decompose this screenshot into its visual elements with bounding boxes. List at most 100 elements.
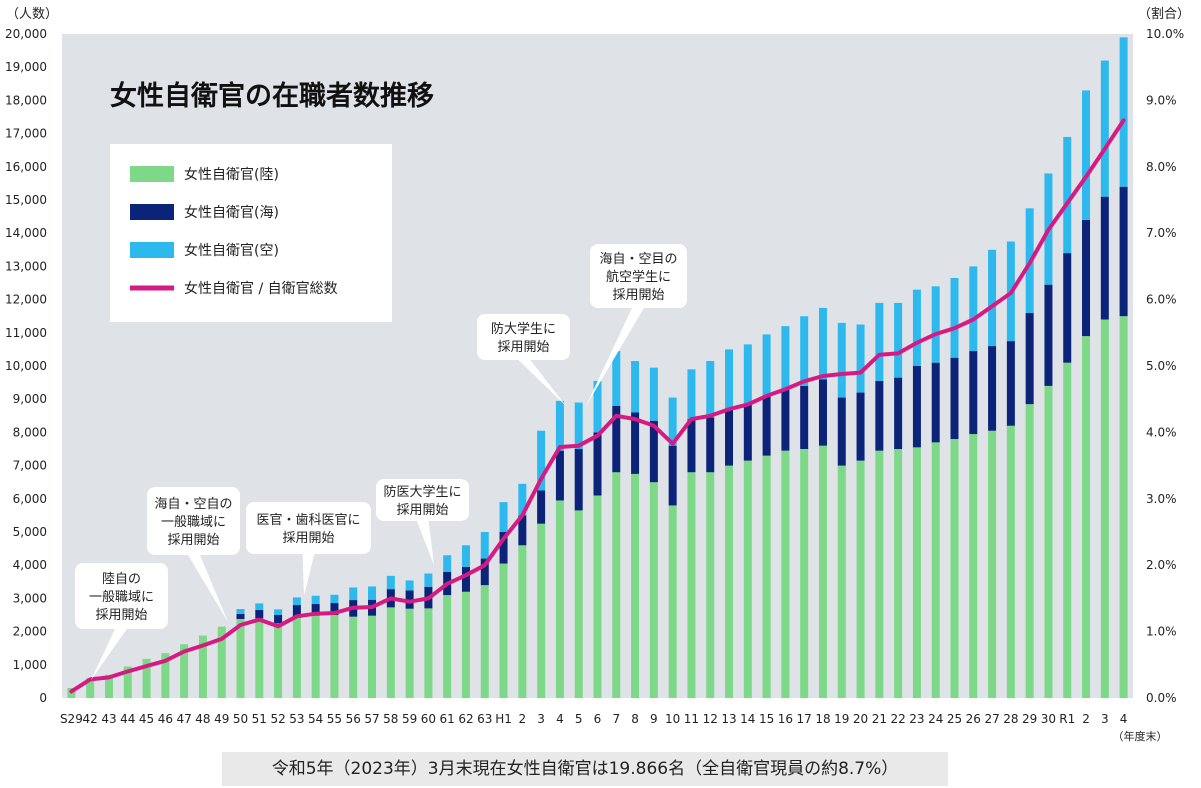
bar-series2-11 <box>274 615 283 624</box>
bar-series1-5 <box>161 653 170 698</box>
annotation-pointer <box>416 520 434 565</box>
x-tick-label: 19 <box>834 712 849 726</box>
y-left-axis-label: （人数） <box>6 7 58 22</box>
x-tick-label: 30 <box>1041 712 1056 726</box>
bar-series3-24 <box>518 483 527 516</box>
x-tick-label: 60 <box>421 712 436 726</box>
bar-series3-23 <box>499 502 508 532</box>
x-tick-label: 12 <box>703 712 718 726</box>
x-tick-label: 2 <box>1082 712 1090 726</box>
bar-series1-49 <box>988 430 997 698</box>
bar-series2-54 <box>1082 219 1091 337</box>
bar-series1-16 <box>368 615 377 698</box>
bar-series2-52 <box>1044 284 1053 386</box>
y-left-tick-label: 19,000 <box>5 60 47 74</box>
bar-series1-17 <box>386 607 395 698</box>
x-tick-label: 28 <box>1003 712 1018 726</box>
bar-series1-56 <box>1119 316 1128 698</box>
bar-series3-27 <box>574 402 583 449</box>
bar-series1-28 <box>593 495 602 698</box>
x-tick-label: 29 <box>1022 712 1037 726</box>
y-left-tick-label: 11,000 <box>5 326 47 340</box>
y-left-tick-label: 5,000 <box>13 525 47 539</box>
bar-series3-45 <box>912 289 921 366</box>
x-tick-label: 44 <box>120 712 135 726</box>
y-right-tick-label: 0.0% <box>1146 691 1177 705</box>
bar-series3-47 <box>950 278 959 358</box>
bar-series3-34 <box>706 361 715 418</box>
annotation-box <box>147 487 240 555</box>
bar-series3-15 <box>349 587 358 601</box>
bar-series2-25 <box>537 490 546 524</box>
legend-label-2: 女性自衛官(海) <box>184 204 279 221</box>
bar-series3-19 <box>424 573 433 587</box>
x-tick-label: 57 <box>364 712 379 726</box>
bar-series1-22 <box>480 585 489 698</box>
annotation-text: 採用開始 <box>497 340 549 355</box>
bar-series3-16 <box>368 586 377 600</box>
y-right-tick-label: 10.0% <box>1146 27 1184 41</box>
annotation-box <box>477 314 570 360</box>
x-tick-label: 25 <box>947 712 962 726</box>
bar-series3-36 <box>743 344 752 405</box>
annotation-text: 陸自の <box>102 571 141 587</box>
x-tick-label: 3 <box>1101 712 1109 726</box>
y-right-tick-label: 3.0% <box>1146 492 1177 506</box>
bar-series1-21 <box>461 591 470 698</box>
bar-series2-13 <box>311 604 320 616</box>
bar-series1-45 <box>912 447 921 698</box>
annotation-box <box>75 563 168 629</box>
x-tick-label: 4 <box>556 712 564 726</box>
bar-series3-49 <box>988 249 997 347</box>
bar-series2-28 <box>593 432 602 496</box>
y-right-tick-label: 5.0% <box>1146 359 1177 373</box>
bar-series3-12 <box>292 597 301 606</box>
annotation-text: 海自・空自の <box>154 497 232 512</box>
bar-series2-41 <box>837 397 846 466</box>
bar-series1-24 <box>518 545 527 698</box>
y-right-tick-label: 6.0% <box>1146 293 1177 307</box>
bar-series2-14 <box>330 603 339 615</box>
annotation-text: 採用開始 <box>167 533 219 548</box>
bar-series1-33 <box>687 472 696 698</box>
x-axis-label: （年度末） <box>1113 729 1168 743</box>
bar-series2-50 <box>1006 341 1015 426</box>
bar-series2-53 <box>1063 253 1072 363</box>
annotation-text: 医官・歯科医官に <box>256 512 360 528</box>
bar-series1-48 <box>969 434 978 698</box>
bar-series2-30 <box>631 412 640 474</box>
x-tick-label: 42 <box>83 712 98 726</box>
x-tick-label: 2 <box>519 712 527 726</box>
bar-series2-23 <box>499 532 508 564</box>
bar-series1-8 <box>217 626 226 698</box>
x-tick-label: 21 <box>872 712 887 726</box>
bar-series1-20 <box>443 595 452 698</box>
bar-series1-27 <box>574 510 583 698</box>
bar-series1-29 <box>612 472 621 698</box>
bar-series3-18 <box>405 580 414 591</box>
bar-series2-47 <box>950 357 959 440</box>
y-left-tick-label: 18,000 <box>5 93 47 107</box>
x-tick-label: 43 <box>101 712 116 726</box>
annotation-pointer <box>91 628 128 680</box>
y-right-tick-label: 2.0% <box>1146 558 1177 572</box>
bar-series2-10 <box>255 610 264 619</box>
bar-series1-52 <box>1044 385 1053 698</box>
y-left-tick-label: 16,000 <box>5 160 47 174</box>
bar-series3-9 <box>236 609 245 615</box>
y-left-tick-label: 20,000 <box>5 27 47 41</box>
annotation-text: 採用開始 <box>612 288 664 303</box>
annotation-pointer <box>517 359 566 406</box>
bar-series2-49 <box>988 346 997 431</box>
annotation-text: 一般職域に <box>89 589 154 605</box>
bar-series1-38 <box>781 450 790 698</box>
summary-caption: 令和5年（2023年）3月末現在女性自衛官は19.866名（全自衛官現員の約8.… <box>222 752 948 786</box>
bar-series3-55 <box>1100 60 1109 197</box>
x-tick-label: 52 <box>270 712 285 726</box>
bar-series2-55 <box>1100 196 1109 320</box>
y-left-tick-label: 14,000 <box>5 226 47 240</box>
bar-series2-34 <box>706 417 715 473</box>
bar-series1-54 <box>1082 336 1091 698</box>
x-tick-label: 54 <box>308 712 323 726</box>
bar-series1-14 <box>330 615 339 698</box>
